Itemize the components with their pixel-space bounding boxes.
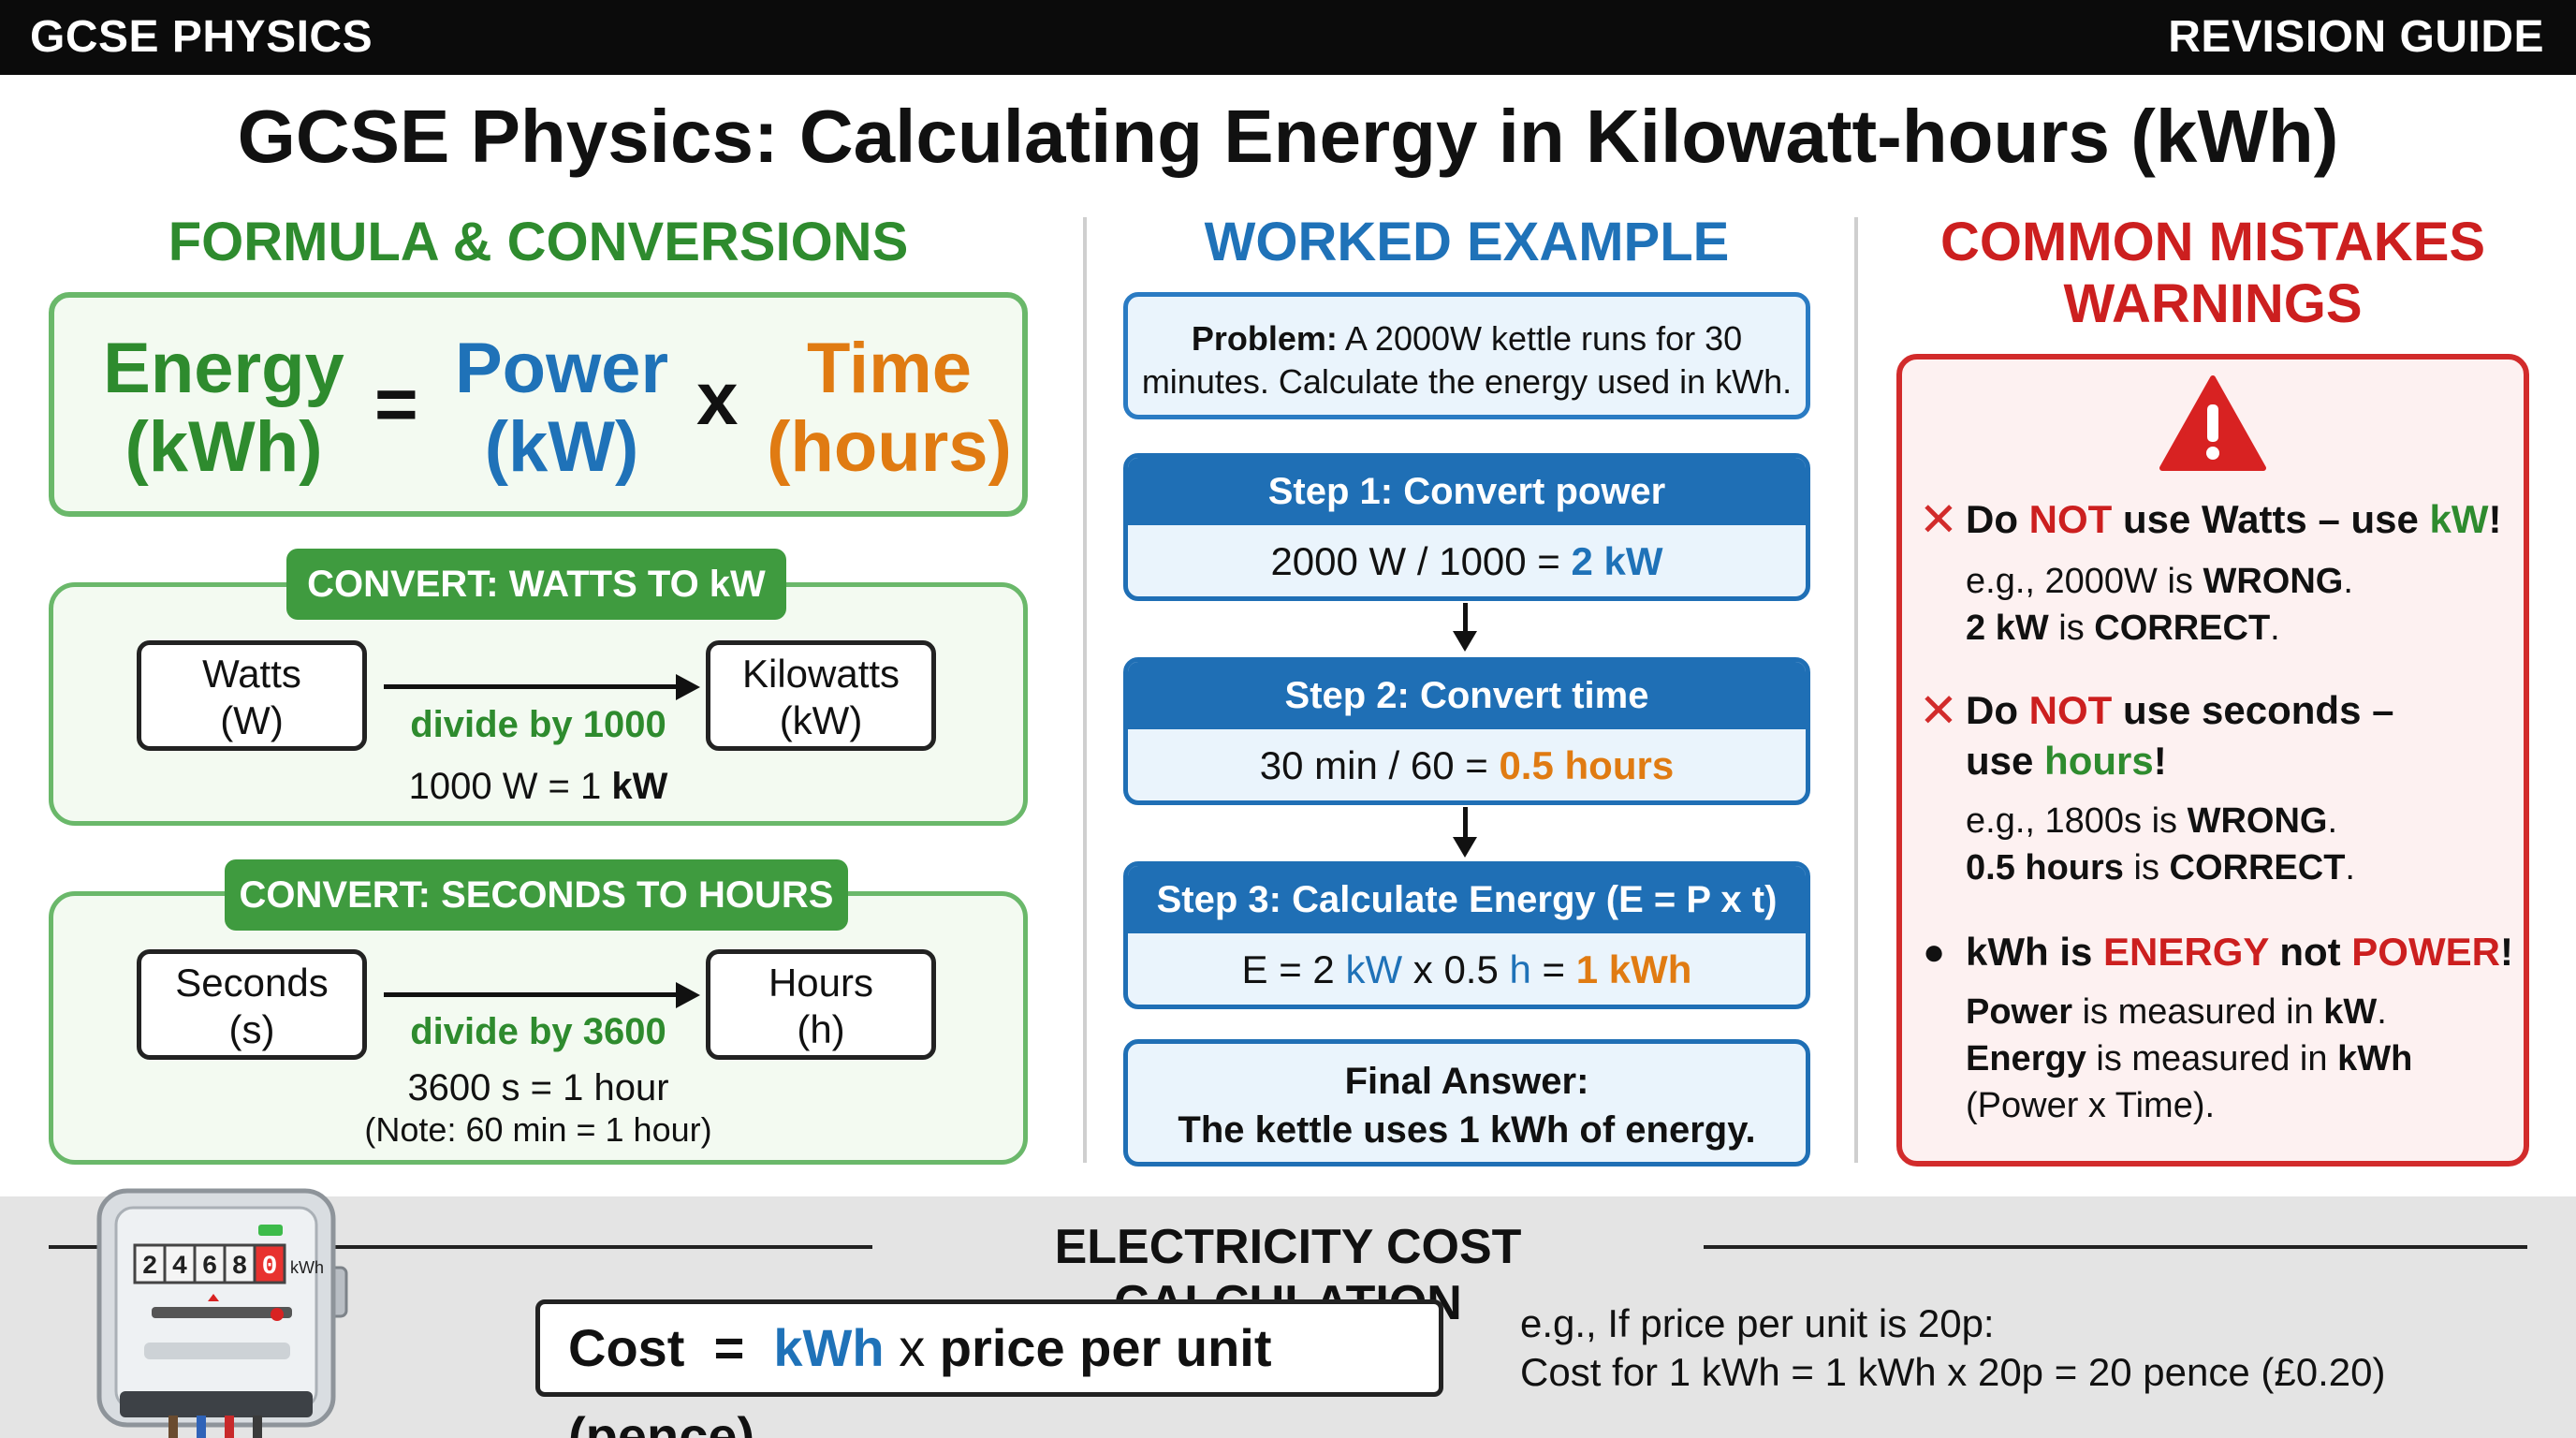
- mistake-3: kWh is ENERGY not POWER!: [1966, 930, 2513, 974]
- step-1-box: Step 1: Convert power 2000 W / 1000 = 2 …: [1123, 453, 1810, 601]
- formula-energy: Energy (kWh): [103, 329, 344, 487]
- arrow-head: [1453, 837, 1477, 858]
- step-2-box: Step 2: Convert time 30 min / 60 = 0.5 h…: [1123, 657, 1810, 805]
- arrow-down-icon: [1463, 807, 1468, 839]
- warning-triangle-icon: [2159, 375, 2266, 471]
- mistake-2-line-2: use hours!: [1966, 739, 2167, 783]
- problem-box: Problem: A 2000W kettle runs for 30 minu…: [1123, 292, 1810, 419]
- meter-unit: kWh: [290, 1258, 324, 1277]
- electricity-meter-icon: 2 4 6 8 0 kWh: [96, 1188, 348, 1438]
- mistake-2-correct: 0.5 hours is CORRECT.: [1966, 848, 2355, 888]
- arrow-right-icon: [384, 992, 683, 997]
- final-answer-box: Final Answer: The kettle uses 1 kWh of e…: [1123, 1039, 1810, 1167]
- divider-line: [1704, 1245, 2527, 1249]
- cross-icon: ✕: [1919, 684, 1958, 737]
- formula-power: Power (kW): [454, 329, 669, 487]
- cost-example-line-1: e.g., If price per unit is 20p:: [1520, 1301, 1995, 1345]
- guide-label: REVISION GUIDE: [2168, 12, 2544, 62]
- mistakes-heading: COMMON MISTAKES WARNINGS: [1939, 212, 2486, 334]
- column-divider: [1083, 217, 1087, 1163]
- energy-note: Energy is measured in kWh: [1966, 1039, 2413, 1078]
- minutes-note: (Note: 60 min = 1 hour): [364, 1110, 712, 1149]
- power-note: Power is measured in kW.: [1966, 992, 2387, 1032]
- mistake-1: Do NOT use Watts – use kW!: [1966, 497, 2502, 541]
- formula-time: Time (hours): [767, 329, 1012, 487]
- subject-label: GCSE PHYSICS: [30, 12, 373, 62]
- arrow-right-icon: [384, 684, 683, 689]
- mistake-1-correct: 2 kW is CORRECT.: [1966, 609, 2280, 648]
- step-3-heading: Step 3: Calculate Energy (E = P x t): [1128, 866, 1806, 933]
- arrow-head: [676, 982, 700, 1008]
- cost-example-line-2: Cost for 1 kWh = 1 kWh x 20p = 20 pence …: [1520, 1350, 2386, 1394]
- meter-digit: 2: [142, 1253, 158, 1282]
- seconds-note: 3600 s = 1 hour: [407, 1067, 669, 1108]
- mistake-1-wrong: e.g., 2000W is WRONG.: [1966, 562, 2353, 601]
- meter-digit: 8: [232, 1253, 248, 1282]
- meter-digit: 6: [202, 1253, 218, 1282]
- divider-line: [49, 1245, 872, 1249]
- mistake-2-wrong: e.g., 1800s is WRONG.: [1966, 801, 2338, 841]
- step-2-body: 30 min / 60 = 0.5 hours: [1259, 743, 1675, 787]
- formula-times: x: [696, 357, 739, 440]
- meter-counter: 2 4 6 8 0: [133, 1243, 286, 1284]
- seconds-box: Seconds (s): [137, 949, 367, 1060]
- convert-seconds-tag: CONVERT: SECONDS TO HOURS: [225, 859, 848, 931]
- page-title: GCSE Physics: Calculating Energy in Kilo…: [237, 95, 2339, 178]
- divide-label: divide by 3600: [410, 1011, 666, 1052]
- step-2-heading: Step 2: Convert time: [1128, 662, 1806, 729]
- worked-heading: WORKED EXAMPLE: [1204, 212, 1730, 272]
- power-time-note: (Power x Time).: [1966, 1086, 2216, 1125]
- step-1-body: 2000 W / 1000 = 2 kW: [1270, 539, 1663, 583]
- formula-box: [49, 292, 1028, 517]
- meter-digit: 0: [262, 1253, 278, 1282]
- formula-equals: =: [374, 362, 418, 446]
- divide-label: divide by 1000: [410, 704, 666, 745]
- cost-formula-box: Cost = kWh x price per unit (pence): [535, 1299, 1443, 1438]
- meter-digit: 4: [172, 1253, 188, 1282]
- mistake-2: Do NOT use seconds –: [1966, 688, 2394, 732]
- arrow-head: [1453, 631, 1477, 652]
- watts-note: 1000 W = 1 kW: [408, 766, 668, 807]
- hours-box: Hours (h): [706, 949, 936, 1060]
- kilowatts-box: Kilowatts (kW): [706, 640, 936, 751]
- arrow-down-icon: [1463, 603, 1468, 633]
- step-3-body: E = 2 kW x 0.5 h = 1 kWh: [1241, 947, 1692, 991]
- cross-icon: ✕: [1919, 493, 1958, 546]
- step-3-box: Step 3: Calculate Energy (E = P x t) E =…: [1123, 861, 1810, 1009]
- formula-heading: FORMULA & CONVERSIONS: [168, 212, 909, 272]
- bullet-icon: ●: [1923, 932, 1946, 973]
- column-divider: [1854, 217, 1858, 1163]
- arrow-head: [676, 674, 700, 700]
- top-bar: GCSE PHYSICS REVISION GUIDE: [0, 0, 2576, 75]
- convert-watts-tag: CONVERT: WATTS TO kW: [286, 549, 786, 620]
- mistakes-box: [1896, 354, 2529, 1167]
- step-1-heading: Step 1: Convert power: [1128, 458, 1806, 525]
- watts-box: Watts (W): [137, 640, 367, 751]
